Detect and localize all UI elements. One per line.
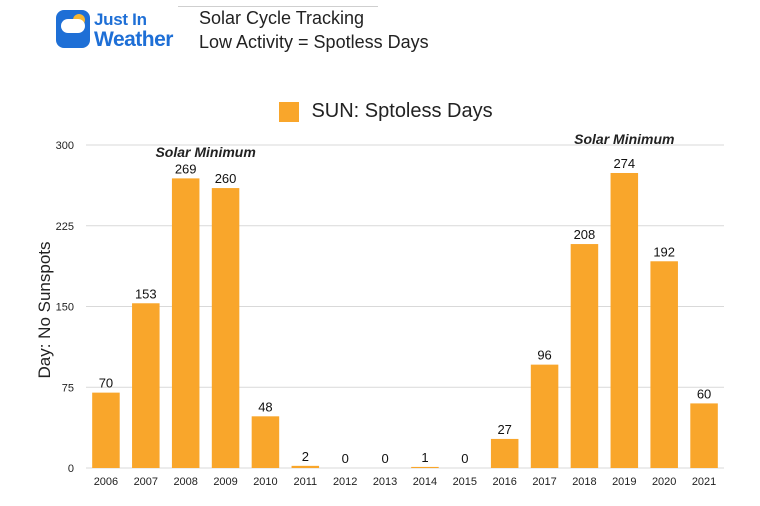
- page-title: Solar Cycle Tracking: [199, 8, 365, 28]
- legend-swatch: [279, 101, 299, 122]
- legend-label: SUN: Sptoless Days: [311, 100, 493, 122]
- data-label: 0: [461, 451, 468, 466]
- x-tick-label: 2012: [333, 476, 357, 488]
- data-label: 153: [135, 286, 157, 301]
- bar: [411, 466, 439, 468]
- bar: [570, 244, 599, 468]
- bar: [291, 465, 320, 468]
- bar: [650, 261, 678, 468]
- cloud-sun-icon: [56, 10, 90, 48]
- y-tick-label: 0: [68, 463, 74, 475]
- x-tick-label: 2008: [173, 476, 197, 488]
- data-label: 0: [342, 451, 349, 466]
- x-tick-label: 2020: [652, 476, 676, 488]
- x-tick-label: 2018: [572, 476, 596, 488]
- data-label: 269: [175, 161, 197, 176]
- x-tick-label: 2021: [692, 476, 716, 488]
- y-tick-label: 225: [56, 221, 74, 233]
- bar: [211, 188, 240, 469]
- bar: [530, 364, 559, 468]
- data-label: 1: [421, 450, 428, 465]
- bar: [251, 416, 280, 468]
- header-divider: [178, 6, 378, 7]
- data-label: 208: [574, 227, 596, 242]
- y-tick-label: 75: [62, 382, 74, 394]
- data-label: 260: [215, 171, 237, 186]
- bar: [171, 178, 200, 469]
- annotation-solar-minimum: Solar Minimum: [155, 144, 255, 160]
- logo: Just In Weather: [56, 10, 181, 52]
- x-tick-label: 2007: [134, 476, 158, 488]
- data-label: 48: [258, 399, 272, 414]
- bar: [132, 303, 160, 468]
- data-label: 60: [697, 386, 711, 401]
- x-tick-label: 2019: [612, 476, 636, 488]
- x-tick-label: 2006: [94, 476, 118, 488]
- page-subtitle: Low Activity = Spotless Days: [199, 32, 429, 52]
- annotation-solar-minimum: Solar Minimum: [574, 131, 674, 147]
- data-label: 96: [537, 348, 551, 363]
- x-tick-label: 2010: [253, 476, 277, 488]
- x-tick-label: 2016: [492, 476, 516, 488]
- data-label: 2: [302, 449, 309, 464]
- brand-name-line2: Weather: [94, 28, 173, 51]
- chart-legend: SUN: Sptoless Days: [279, 100, 493, 126]
- bar: [610, 172, 639, 468]
- x-tick-label: 2017: [532, 476, 556, 488]
- y-tick-label: 150: [56, 302, 74, 314]
- bar: [92, 392, 120, 468]
- cloud-icon: [61, 19, 85, 33]
- brand-name-line1: Just In: [94, 10, 147, 29]
- x-tick-label: 2014: [413, 476, 437, 488]
- data-label: 274: [613, 156, 635, 171]
- x-tick-label: 2013: [373, 476, 397, 488]
- data-label: 27: [497, 422, 511, 437]
- data-label: 70: [99, 376, 113, 391]
- x-tick-label: 2015: [453, 476, 477, 488]
- x-tick-label: 2009: [213, 476, 237, 488]
- x-tick-label: 2011: [293, 476, 317, 488]
- data-label: 0: [381, 451, 388, 466]
- data-label: 192: [653, 244, 675, 259]
- y-tick-label: 300: [56, 140, 74, 152]
- bar: [690, 403, 718, 468]
- bar: [490, 438, 519, 468]
